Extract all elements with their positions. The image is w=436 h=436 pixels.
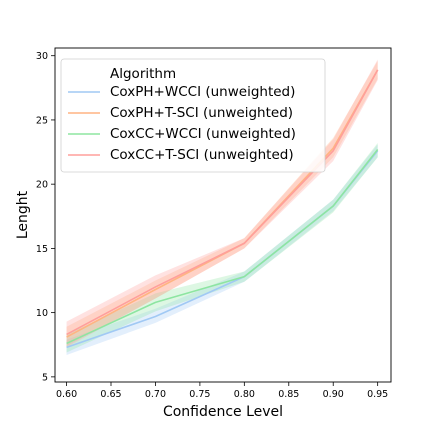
y-axis: 5 10 15 20 25 30: [36, 51, 55, 383]
line-series-3: [66, 148, 379, 345]
x-tick-label: 0.85: [278, 389, 299, 400]
x-tick-label: 0.70: [145, 389, 166, 400]
legend-entries: CoxPH+WCCI (unweighted) CoxPH+T-SCI (unwe…: [68, 84, 296, 163]
legend-label-1: CoxPH+WCCI (unweighted): [110, 84, 295, 100]
line-series-4: [66, 69, 379, 336]
y-tick-label: 5: [42, 372, 48, 383]
x-axis: 0.60 0.65 0.70 0.75 0.80 0.85 0.90 0.95: [56, 382, 388, 400]
x-tick-label: 0.80: [234, 389, 255, 400]
y-tick-label: 20: [36, 180, 48, 191]
legend-label-3: CoxCC+WCCI (unweighted): [110, 126, 296, 142]
y-tick-label: 30: [36, 51, 48, 62]
plot-frame: [54, 47, 392, 383]
legend-label-4: CoxCC+T-SCI (unweighted): [110, 147, 294, 163]
legend-label-2: CoxPH+T-SCI (unweighted): [110, 105, 293, 121]
x-axis-title: Confidence Level: [163, 404, 283, 420]
x-tick-label: 0.90: [323, 389, 344, 400]
x-tick-label: 0.75: [189, 389, 210, 400]
band-series-1: [66, 144, 378, 356]
y-tick-label: 10: [36, 308, 48, 319]
legend-title: Algorithm: [110, 66, 176, 82]
x-tick-label: 0.60: [56, 389, 77, 400]
legend: Algorithm CoxPH+WCCI (unweighted) CoxPH+T…: [60, 58, 326, 173]
y-tick-label: 25: [36, 115, 48, 126]
x-tick-label: 0.65: [100, 389, 121, 400]
series-lines: [66, 69, 379, 349]
band-series-3: [66, 143, 378, 353]
legend-box: [60, 58, 326, 173]
y-axis-title: Lenght: [15, 190, 31, 239]
y-tick-label: 15: [36, 244, 48, 255]
x-tick-label: 0.95: [367, 389, 388, 400]
